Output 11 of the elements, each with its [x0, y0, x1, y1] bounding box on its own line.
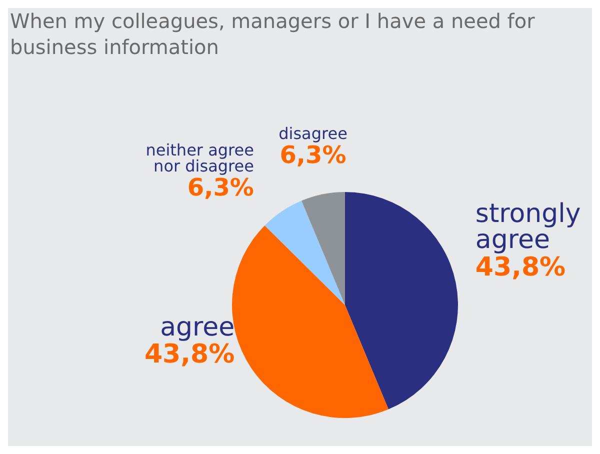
data-label: 43,8%	[475, 252, 566, 282]
pie-slice	[345, 192, 458, 410]
slice-label: neither agree nor disagree	[146, 140, 254, 176]
pie-slice	[264, 200, 345, 305]
chart-title: When my colleagues, managers or I have a need for business information	[10, 8, 536, 60]
pie-slice	[232, 225, 388, 418]
slice-label: strongly agree	[475, 199, 581, 255]
slice-label: agree	[160, 312, 235, 342]
slice-label: disagree	[278, 124, 348, 143]
pie-slice	[302, 192, 345, 305]
data-label: 43,8%	[144, 340, 235, 370]
